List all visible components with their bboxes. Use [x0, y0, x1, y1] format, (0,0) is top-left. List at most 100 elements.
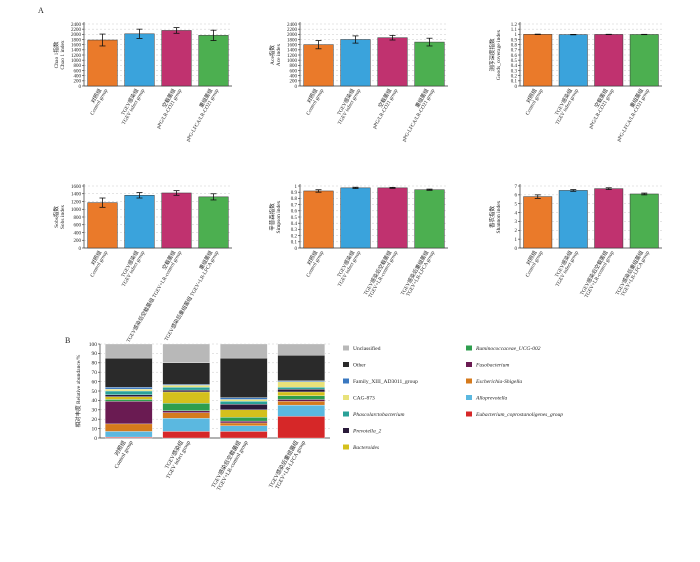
bar	[377, 37, 408, 87]
y-axis-label: 相对丰度 Relative abundance/%	[74, 354, 82, 427]
y-tick-label: 2000	[71, 33, 82, 38]
legend-label: CAG-873	[353, 396, 375, 402]
stacked-segment	[277, 387, 325, 390]
y-tick-label: 1	[295, 185, 298, 190]
bar	[303, 190, 334, 249]
legend-label: Bacteroides	[353, 445, 379, 451]
y-tick-label: 5	[515, 203, 518, 208]
y-tick-label: 0	[295, 247, 298, 252]
y-tick-label: 0	[79, 85, 82, 90]
x-tick-label-en: pPG-LFCA/LR-CO21 group	[185, 88, 220, 143]
y-tick-label: 200	[74, 239, 82, 244]
y-tick-label: 70	[92, 370, 98, 376]
y-tick-label: 0.2	[291, 234, 298, 239]
y-tick-label: 0	[79, 247, 82, 252]
y-tick-label: 0.6	[511, 54, 518, 59]
y-tick-label: 30	[92, 408, 98, 414]
stacked-segment	[105, 431, 153, 438]
bar	[340, 187, 371, 249]
bar	[629, 193, 659, 249]
bar	[303, 44, 334, 87]
stacked-segment	[105, 399, 153, 402]
y-tick-label: 1400	[71, 49, 82, 54]
y-tick-label: 6	[515, 194, 518, 199]
legend-label: Escherichia-Shigella	[475, 379, 522, 385]
legend-label: Family_XIII_AD3011_group	[353, 379, 418, 385]
y-tick-label: 1000	[71, 208, 82, 213]
y-tick-label: 0.1	[291, 241, 298, 246]
y-tick-label: 1400	[287, 49, 298, 54]
y-tick-label: 0.9	[511, 38, 518, 43]
stacked-segment	[220, 397, 268, 400]
stacked-segment	[277, 391, 325, 396]
stacked-segment	[162, 403, 210, 411]
chart-panel-2: 0200400600800100012001400160018002000220…	[268, 22, 448, 143]
stacked-segment	[162, 389, 210, 393]
y-tick-label: 1200	[71, 200, 82, 205]
legend-swatch	[343, 428, 349, 433]
y-axis-label-cn: Ace指数	[268, 45, 276, 65]
stacked-segment	[162, 343, 210, 363]
y-tick-label: 0.8	[511, 43, 518, 48]
y-tick-label: 0.2	[511, 74, 518, 79]
y-tick-label: 800	[74, 216, 82, 221]
legend-label: Prevotella_2	[352, 429, 381, 435]
stacked-segment	[220, 409, 268, 418]
y-tick-label: 1600	[71, 43, 82, 48]
stacked-segment	[277, 416, 325, 439]
bar	[523, 196, 553, 249]
y-tick-label: 400	[74, 74, 82, 79]
y-tick-label: 0.6	[291, 210, 298, 215]
y-tick-label: 2400	[287, 23, 298, 28]
stacked-segment	[105, 387, 153, 390]
y-tick-label: 2	[515, 229, 518, 234]
panel-label-a: A	[38, 6, 44, 15]
y-tick-label: 200	[290, 80, 298, 85]
stacked-segment	[277, 401, 325, 406]
stacked-segment	[105, 401, 153, 425]
y-tick-label: 2400	[71, 23, 82, 28]
y-tick-label: 0	[94, 436, 97, 442]
x-tick-label-en: pPG-LFCA/LR-CO21 group	[401, 88, 436, 143]
legend-swatch	[343, 378, 349, 384]
bar	[124, 33, 155, 87]
stacked-segment	[162, 391, 210, 404]
legend-swatch	[466, 378, 472, 384]
y-axis-label-en: Ace index	[276, 44, 282, 67]
stacked-segment	[277, 404, 325, 417]
y-tick-label: 10	[92, 426, 98, 432]
y-tick-label: 0	[515, 247, 518, 252]
y-tick-label: 1	[515, 33, 518, 38]
y-axis-label-cn: 香农指数	[488, 206, 496, 229]
y-axis-label-en: Goods_coverage index	[496, 29, 502, 80]
legend-swatch	[466, 362, 472, 367]
x-tick-label-en: pPG-LFCA/LR-CO21 group	[616, 88, 651, 143]
stacked-segment	[105, 396, 153, 400]
stacked-segment	[220, 420, 268, 424]
y-tick-label: 2200	[71, 28, 82, 33]
y-axis-label-cn: 测序深度指数	[488, 38, 496, 72]
y-tick-label: 0.7	[511, 49, 518, 54]
stacked-segment	[105, 343, 153, 359]
y-tick-label: 1600	[287, 43, 298, 48]
stacked-segment	[220, 425, 268, 432]
bar	[87, 202, 118, 249]
bar	[594, 34, 624, 87]
y-tick-label: 80	[92, 361, 98, 367]
y-tick-label: 40	[92, 398, 98, 404]
stacked-segment	[162, 362, 210, 385]
y-tick-label: 1200	[71, 54, 82, 59]
stacked-segment	[220, 431, 268, 439]
y-tick-label: 0.3	[291, 228, 298, 233]
y-tick-label: 1400	[71, 193, 82, 198]
stacked-segment	[105, 390, 153, 395]
stacked-segment	[277, 381, 325, 388]
y-tick-label: 1.2	[511, 23, 518, 28]
y-tick-label: 0.9	[291, 191, 298, 196]
y-axis-label-cn: Chao 1指数	[52, 41, 60, 68]
bar	[377, 187, 408, 249]
stacked-segment	[162, 418, 210, 432]
chart-panel-3: 00.10.20.30.40.50.60.70.80.911.11.2 测序深度指…	[488, 22, 662, 143]
y-tick-label: 0.8	[291, 197, 298, 202]
